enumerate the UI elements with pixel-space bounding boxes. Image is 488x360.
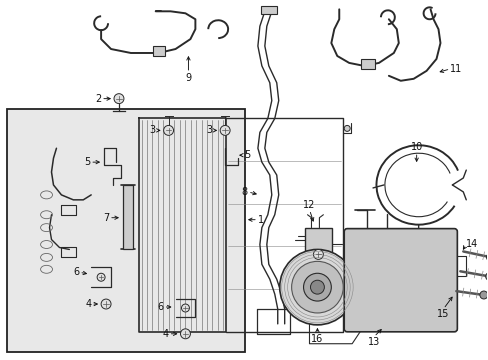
Circle shape (344, 319, 349, 325)
Circle shape (344, 125, 349, 131)
Text: 6: 6 (73, 267, 79, 277)
Circle shape (479, 291, 487, 299)
Circle shape (181, 304, 189, 312)
Text: 13: 13 (367, 337, 379, 347)
Bar (152, 46, 164, 56)
Bar (360, 59, 374, 69)
FancyBboxPatch shape (344, 229, 456, 332)
Circle shape (310, 280, 324, 294)
Text: 16: 16 (311, 334, 323, 344)
Text: 6: 6 (157, 302, 163, 312)
Text: 15: 15 (436, 309, 449, 319)
Circle shape (97, 273, 105, 281)
Circle shape (485, 273, 488, 280)
Text: 14: 14 (466, 239, 478, 249)
Circle shape (220, 125, 230, 135)
Bar (122, 185, 133, 249)
Text: 2: 2 (95, 94, 101, 104)
Text: 9: 9 (185, 73, 191, 83)
Bar (7, 109, 244, 352)
Text: 7: 7 (102, 213, 109, 223)
Circle shape (303, 273, 331, 301)
Circle shape (486, 253, 488, 261)
Text: 4: 4 (162, 329, 168, 339)
Circle shape (101, 299, 111, 309)
Bar (304, 228, 332, 257)
Text: 5: 5 (84, 157, 90, 167)
Circle shape (313, 249, 323, 260)
Text: 4: 4 (85, 299, 91, 309)
Circle shape (279, 249, 354, 325)
Bar (260, 6, 276, 14)
Circle shape (180, 329, 190, 339)
Circle shape (291, 261, 343, 313)
Text: 1: 1 (257, 215, 264, 225)
Text: 11: 11 (449, 64, 462, 74)
Text: 5: 5 (244, 150, 250, 160)
Circle shape (114, 94, 123, 104)
Text: 12: 12 (303, 200, 315, 210)
Circle shape (163, 125, 173, 135)
Text: 8: 8 (242, 187, 247, 197)
Text: 10: 10 (410, 142, 422, 152)
Text: 3: 3 (206, 125, 212, 135)
Text: 3: 3 (149, 125, 155, 135)
